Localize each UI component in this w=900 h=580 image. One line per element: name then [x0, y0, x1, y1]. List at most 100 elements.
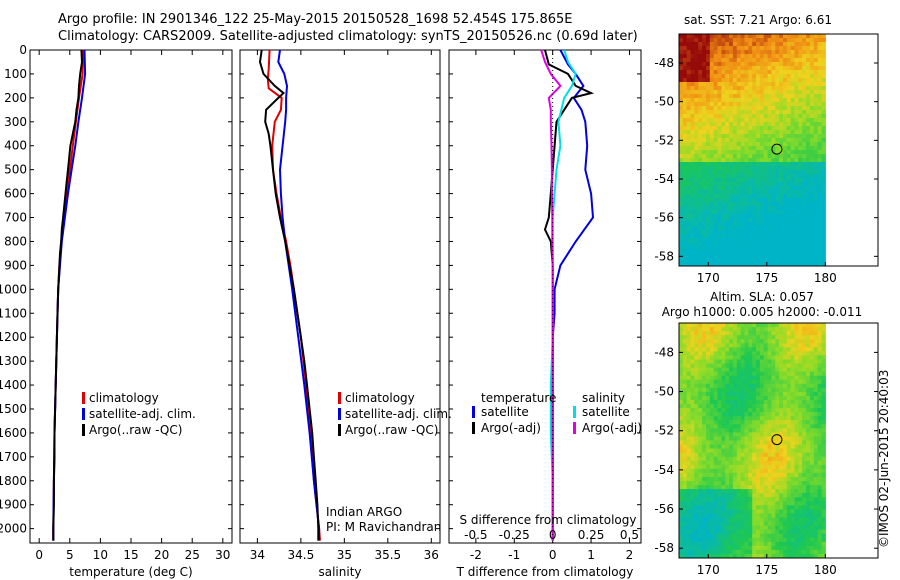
map-cell — [744, 420, 749, 425]
map-cell — [752, 517, 757, 523]
map-cell — [721, 210, 726, 215]
map-cell — [802, 400, 807, 405]
map-cell — [783, 222, 788, 227]
map-cell — [717, 448, 722, 454]
map-cell — [706, 444, 711, 450]
map-cell — [706, 234, 711, 239]
map-cell — [717, 517, 722, 523]
map-cell — [706, 408, 711, 413]
map-cell — [694, 440, 699, 446]
map-cell — [721, 464, 726, 470]
map-cell — [752, 452, 757, 458]
map-cell — [744, 210, 749, 215]
map-cell — [679, 400, 684, 405]
map-cell — [817, 485, 822, 490]
map-cell — [744, 400, 749, 405]
map-cell — [702, 234, 707, 239]
map-cell — [794, 347, 799, 352]
map-cell — [783, 242, 788, 247]
map-cell — [709, 34, 715, 39]
map-cell — [767, 190, 772, 195]
map-cell — [759, 190, 765, 195]
map-cell — [744, 158, 749, 163]
map-cell — [729, 343, 734, 348]
map-cell — [694, 210, 699, 215]
map-cell — [821, 363, 826, 369]
map-cell — [725, 166, 730, 171]
map-cell — [732, 102, 738, 107]
map-cell — [740, 517, 745, 523]
map-cell — [706, 246, 711, 251]
map-cell — [679, 391, 684, 397]
map-cell — [759, 106, 765, 111]
map-cell — [698, 339, 703, 344]
map-cell — [679, 178, 684, 183]
map-cell — [725, 489, 730, 494]
map-cell — [713, 206, 719, 211]
map-cell — [698, 246, 703, 251]
map-cell — [690, 198, 695, 203]
map-cell — [698, 464, 703, 470]
map-cell — [767, 472, 772, 478]
map-cell — [717, 347, 722, 352]
map-cell — [786, 387, 792, 393]
map-cell — [717, 404, 722, 409]
map-cell — [783, 400, 788, 405]
map-cell — [694, 154, 699, 159]
map-cell — [679, 533, 684, 539]
map-cell — [698, 497, 703, 502]
map-cell — [813, 391, 819, 397]
map-cell — [821, 335, 826, 340]
map-cell — [694, 202, 699, 207]
y-tick-label: 1900 — [0, 498, 27, 512]
map-cell — [694, 408, 699, 413]
map-cell — [748, 66, 753, 71]
map-cell — [732, 359, 738, 365]
map-cell — [763, 118, 769, 123]
map-cell — [802, 170, 807, 175]
map-cell — [767, 481, 772, 486]
map-cell — [802, 246, 807, 251]
map-cell — [686, 331, 692, 336]
map-cell — [702, 509, 707, 514]
map-cell — [821, 387, 826, 393]
map-cell — [771, 347, 776, 352]
map-cell — [729, 331, 734, 336]
map-cell — [756, 42, 761, 47]
map-cell — [706, 110, 711, 115]
map-cell — [809, 505, 815, 510]
map-cell — [748, 468, 753, 474]
map-cell — [798, 395, 803, 401]
map-cell — [775, 206, 780, 211]
map-cell — [744, 464, 749, 470]
map-cell — [809, 202, 815, 207]
map-cell — [686, 130, 692, 135]
map-cell — [725, 408, 730, 413]
map-cell — [713, 122, 719, 127]
map-cell — [794, 391, 799, 397]
map-cell — [798, 323, 803, 328]
map-cell — [702, 477, 707, 482]
map-cell — [756, 254, 761, 259]
map-cell — [721, 242, 726, 247]
map-cell — [821, 158, 826, 163]
map-y-tick-label: -54 — [654, 172, 674, 186]
map-cell — [721, 154, 726, 159]
map-cell — [806, 363, 811, 369]
map-cell — [790, 509, 796, 514]
map-cell — [679, 335, 684, 340]
map-cell — [756, 367, 761, 373]
map-cell — [682, 54, 688, 59]
map-cell — [729, 250, 734, 255]
map-cell — [686, 513, 692, 518]
map-cell — [740, 90, 745, 95]
map-cell — [756, 428, 761, 433]
map-cell — [786, 391, 792, 397]
map-cell — [744, 327, 749, 332]
map-cell — [729, 351, 734, 356]
map-cell — [682, 154, 688, 159]
map-cell — [779, 230, 784, 235]
map-cell — [794, 529, 799, 535]
map-cell — [806, 367, 811, 373]
map-cell — [806, 335, 811, 340]
